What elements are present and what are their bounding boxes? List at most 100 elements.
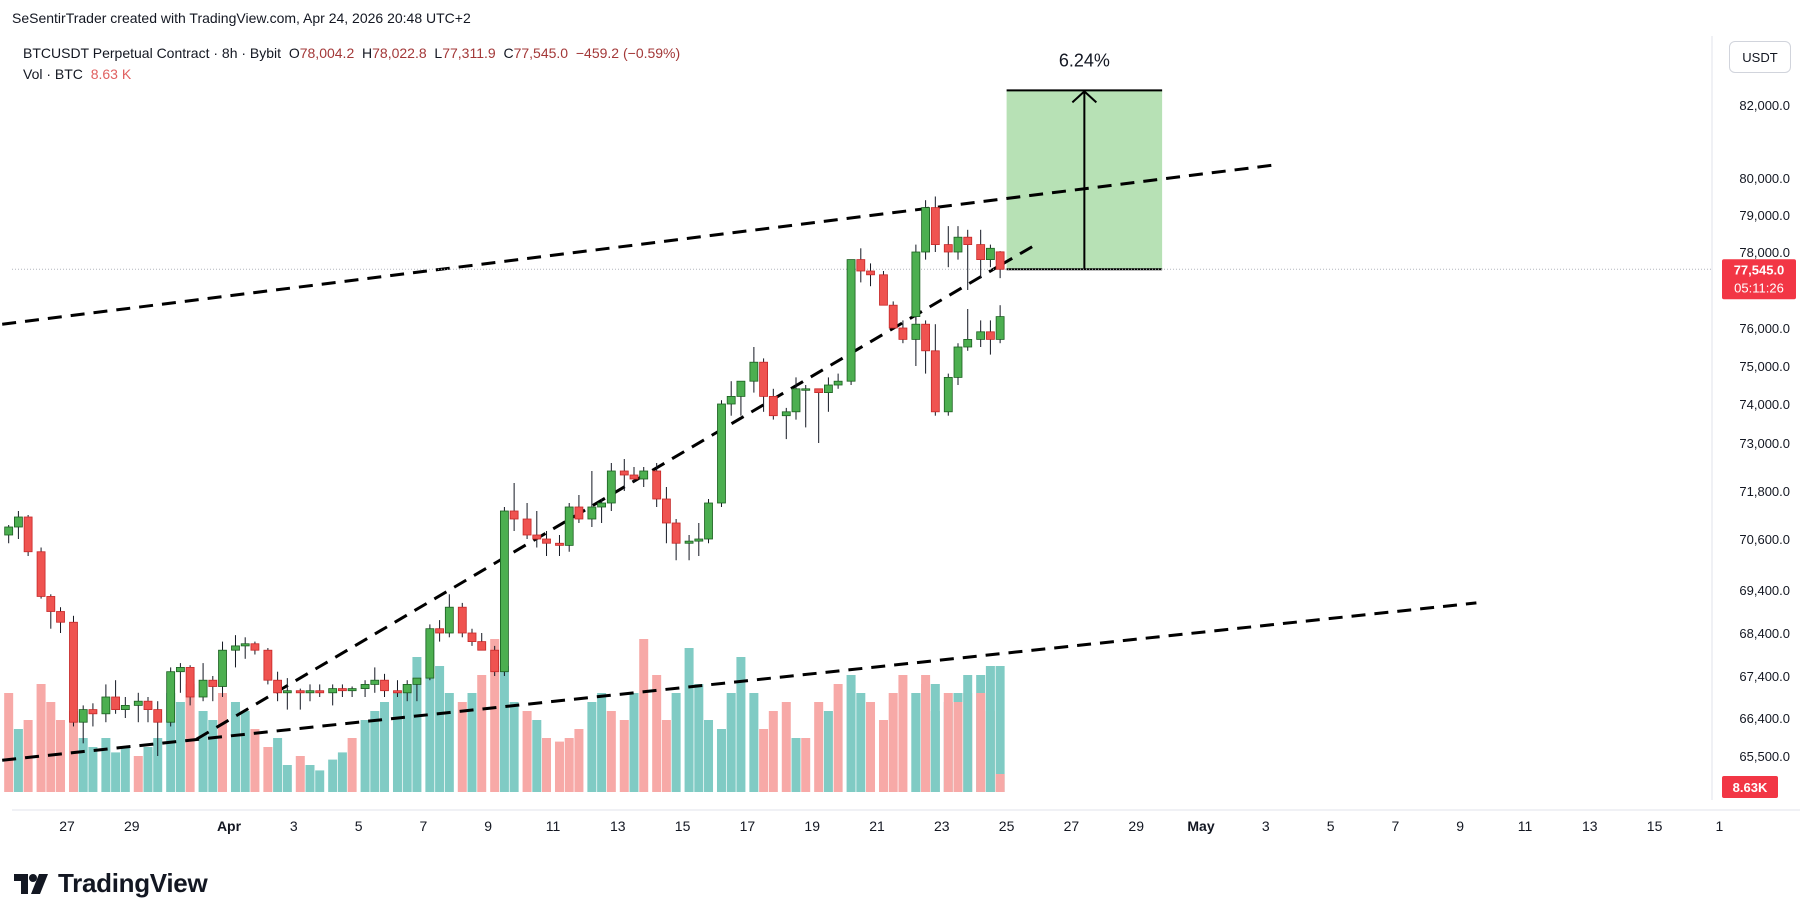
candle-body-up [78, 709, 88, 723]
volume-legend: Vol · BTC 8.63 K [23, 66, 131, 82]
volume-bar [995, 666, 1005, 792]
close-value: 77,545.0 [513, 45, 569, 61]
price-tick-label: 66,400.0 [1739, 711, 1790, 726]
candle [337, 684, 347, 697]
volume-bar [4, 693, 14, 792]
volume-bar [240, 711, 250, 792]
price-tick-label: 68,400.0 [1739, 626, 1790, 641]
price-axis[interactable]: 82,000.0 80,000.0 79,000.0 78,000.0 76,000.0… [1739, 98, 1790, 764]
volume-bar [652, 675, 662, 792]
time-tick-label: 5 [355, 818, 363, 834]
volume-bar [56, 720, 66, 792]
candle-body-up [402, 684, 412, 694]
rising-support-line[interactable] [195, 264, 1001, 741]
volume-bar [208, 720, 218, 792]
candle [911, 244, 921, 321]
candle [921, 320, 930, 374]
volume-bar [823, 711, 833, 792]
candle [555, 535, 564, 556]
candle [606, 463, 616, 511]
candlesticks [4, 196, 1005, 756]
time-tick-label: 9 [1456, 818, 1464, 834]
candle [768, 388, 778, 420]
price-chart[interactable]: 6.24% 82,000.080,000.079,000.078,000.076… [0, 0, 1814, 850]
volume-label[interactable]: Vol · BTC [23, 66, 83, 82]
candle-body-up [175, 667, 185, 673]
symbol-name[interactable]: BTCUSDT Perpetual Contract · 8h · Bybit [23, 45, 282, 61]
candle-body-up [13, 516, 23, 528]
support-extension[interactable] [999, 241, 1040, 267]
candle [273, 671, 283, 702]
last-price-value: 77,545.0 [1734, 262, 1785, 277]
candle-body-up [976, 331, 986, 340]
candle-body-up [995, 316, 1005, 340]
candle-body-up [694, 538, 704, 542]
candle [305, 684, 315, 702]
time-tick-label: 11 [1518, 818, 1533, 834]
volume-bar [976, 693, 986, 792]
change-value: −459.2 (−0.59%) [575, 45, 681, 61]
target-projection[interactable]: 6.24% [1006, 50, 1163, 271]
volume-bar [120, 747, 130, 792]
volume-bar [768, 711, 778, 792]
low-value: 77,311.9 [442, 45, 496, 61]
candle [88, 703, 98, 727]
candle [328, 684, 338, 706]
candle-body-down [88, 709, 98, 715]
candle-body-up [986, 247, 995, 261]
candle [133, 692, 143, 723]
tradingview-logo[interactable]: TradingView [12, 868, 208, 899]
time-tick-label: 17 [740, 818, 756, 834]
volume-bar [574, 729, 584, 792]
volume-bar [671, 693, 681, 792]
candle [120, 697, 130, 718]
candle-body-down [532, 534, 542, 540]
volume-bar [833, 684, 843, 792]
candle-body-up [606, 470, 616, 504]
time-tick-label: 13 [1582, 818, 1598, 834]
time-tick-label: 7 [1392, 818, 1400, 834]
upper-channel-line[interactable] [2, 163, 1273, 326]
volume-bar [36, 684, 46, 792]
candle-body-down [393, 690, 402, 694]
candle [69, 615, 78, 727]
time-axis[interactable]: 27 29 Apr 3 5 7 9 11 13 15 17 19 21 23 25 27 29 May 3 5 7 9 11… [59, 818, 1723, 834]
volume-bar [846, 675, 856, 792]
candle [976, 320, 986, 347]
currency-unit-button[interactable]: USDT [1729, 41, 1791, 73]
time-tick-label: May [1187, 818, 1214, 834]
candle [953, 226, 963, 260]
candle-body-down [652, 470, 662, 500]
candle-body-down [490, 649, 500, 673]
candle-body-up [684, 540, 694, 544]
volume-bar [597, 693, 607, 792]
volume-bar [661, 720, 671, 792]
volume-bar [88, 747, 98, 792]
volume-bar [490, 639, 500, 792]
candle [963, 229, 973, 290]
volume-bar [263, 747, 273, 792]
candle [953, 343, 963, 385]
volume-bar [587, 702, 597, 792]
candle-body-down [477, 641, 487, 651]
candle-body-down [976, 244, 986, 261]
candle-body-down [46, 596, 56, 612]
candle-body-down [898, 327, 908, 340]
volume-bar [639, 639, 649, 792]
candle-body-down [295, 690, 305, 694]
volume-value-tag [1722, 776, 1778, 798]
candle-body-down [759, 361, 768, 397]
volume-bar [554, 741, 564, 792]
volume-bar [282, 765, 292, 792]
price-tick-label: 78,000.0 [1739, 245, 1790, 260]
volume-bar [435, 666, 445, 792]
candle [509, 483, 519, 531]
trendlines[interactable] [2, 163, 1712, 762]
candle-body-down [23, 516, 33, 553]
volume-bar [370, 711, 380, 792]
volume-bar [736, 657, 746, 792]
candle-body-down [315, 690, 325, 694]
candle [833, 373, 843, 389]
lower-channel-line[interactable] [2, 601, 1477, 762]
candle [78, 705, 88, 744]
